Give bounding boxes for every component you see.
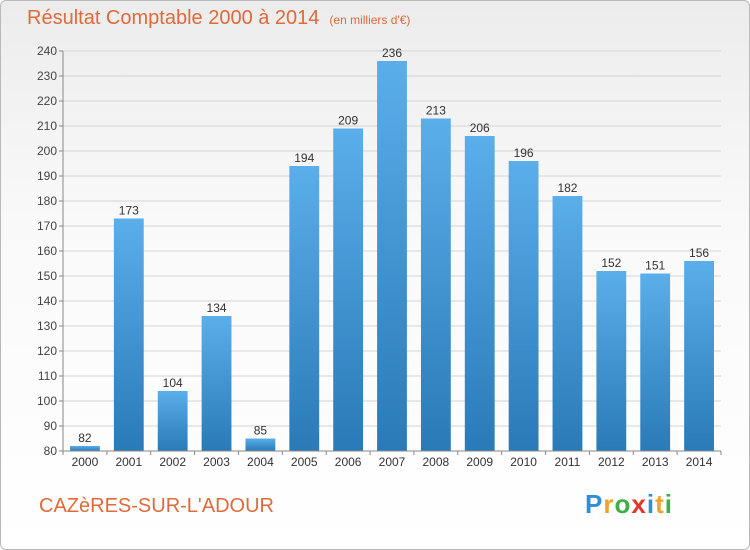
data-label: 85 bbox=[254, 424, 268, 438]
x-axis: 2000 2001 2002 2003 2004 2005 2006 2007 2008 2009… bbox=[62, 450, 722, 469]
x-tick-label: 2001 bbox=[115, 455, 142, 469]
y-tick-label: 200 bbox=[37, 144, 57, 158]
bar bbox=[333, 128, 364, 451]
data-label: 152 bbox=[601, 256, 621, 270]
y-tick-label: 190 bbox=[37, 169, 57, 183]
y-tick-label: 80 bbox=[44, 444, 58, 458]
bar bbox=[245, 438, 276, 451]
data-label: 194 bbox=[294, 151, 314, 165]
y-tick-label: 160 bbox=[37, 244, 57, 258]
x-tick-label: 2012 bbox=[598, 455, 625, 469]
y-tick-label: 230 bbox=[37, 69, 57, 83]
bar bbox=[201, 316, 232, 451]
x-tick-label: 2006 bbox=[335, 455, 362, 469]
y-tick-label: 150 bbox=[37, 269, 57, 283]
logo-letter: r bbox=[603, 489, 615, 519]
bar bbox=[289, 166, 320, 451]
x-tick-label: 2005 bbox=[291, 455, 318, 469]
y-tick-label: 170 bbox=[37, 219, 57, 233]
bar bbox=[596, 271, 627, 451]
y-tick-label: 90 bbox=[44, 419, 58, 433]
y-tick-label: 210 bbox=[37, 119, 57, 133]
data-label: 196 bbox=[514, 146, 534, 160]
bar bbox=[70, 446, 100, 451]
bar bbox=[684, 261, 714, 451]
x-tick-label: 2002 bbox=[159, 455, 186, 469]
x-tick-label: 2004 bbox=[247, 455, 274, 469]
logo-letter: o bbox=[614, 489, 632, 519]
x-tick-label: 2011 bbox=[555, 455, 581, 469]
x-tick-label: 2007 bbox=[379, 455, 406, 469]
y-tick-label: 240 bbox=[37, 44, 57, 58]
logo-letter: i bbox=[646, 489, 656, 519]
bar bbox=[157, 391, 188, 451]
y-tick-label: 120 bbox=[37, 344, 57, 358]
data-label: 151 bbox=[645, 259, 665, 273]
data-label: 236 bbox=[382, 46, 402, 60]
bar bbox=[640, 273, 671, 451]
bars: 82 173 104 134 85 194 209 236 213 206 196 182 152 151… bbox=[70, 46, 714, 451]
data-label: 156 bbox=[689, 246, 709, 260]
bar bbox=[377, 61, 407, 451]
data-label: 82 bbox=[78, 431, 92, 445]
x-tick-label: 2010 bbox=[510, 455, 537, 469]
logo-letter: P bbox=[585, 489, 604, 519]
y-tick-label: 130 bbox=[37, 319, 57, 333]
chart-title: Résultat Comptable 2000 à 2014 (en millie… bbox=[27, 7, 410, 30]
y-tick-label: 140 bbox=[37, 294, 57, 308]
y-axis: 80 90 100 110 120 130 140 150 160 170 180 190 200 210… bbox=[37, 44, 64, 458]
data-label: 213 bbox=[426, 104, 446, 118]
title-text: Résultat Comptable 2000 à 2014 bbox=[27, 7, 320, 29]
y-tick-label: 220 bbox=[37, 94, 57, 108]
bar bbox=[552, 196, 583, 451]
x-tick-label: 2013 bbox=[642, 455, 669, 469]
x-tick-label: 2014 bbox=[686, 455, 713, 469]
logo-letter: t bbox=[655, 489, 665, 519]
unit-note: (en milliers d'€) bbox=[329, 13, 411, 27]
logo-letter: i bbox=[664, 489, 673, 519]
x-tick-label: 2008 bbox=[423, 455, 450, 469]
logo-letter: x bbox=[631, 489, 647, 519]
y-tick-label: 100 bbox=[37, 394, 57, 408]
x-tick-label: 2009 bbox=[466, 455, 493, 469]
data-label: 206 bbox=[470, 121, 490, 135]
data-label: 134 bbox=[207, 301, 227, 315]
bar bbox=[420, 118, 451, 451]
bar bbox=[113, 218, 144, 451]
bar bbox=[464, 136, 495, 451]
data-label: 173 bbox=[119, 204, 139, 218]
bar bbox=[508, 161, 539, 451]
x-tick-label: 2003 bbox=[203, 455, 230, 469]
y-tick-label: 180 bbox=[37, 194, 57, 208]
commune-name: CAZèRES-SUR-L'ADOUR bbox=[39, 495, 274, 517]
proxiti-logo: Proxiti bbox=[585, 489, 673, 520]
data-label: 104 bbox=[163, 376, 183, 390]
y-tick-label: 110 bbox=[38, 369, 57, 383]
x-tick-label: 2000 bbox=[72, 455, 99, 469]
data-label: 182 bbox=[557, 181, 577, 195]
data-label: 209 bbox=[338, 114, 358, 128]
